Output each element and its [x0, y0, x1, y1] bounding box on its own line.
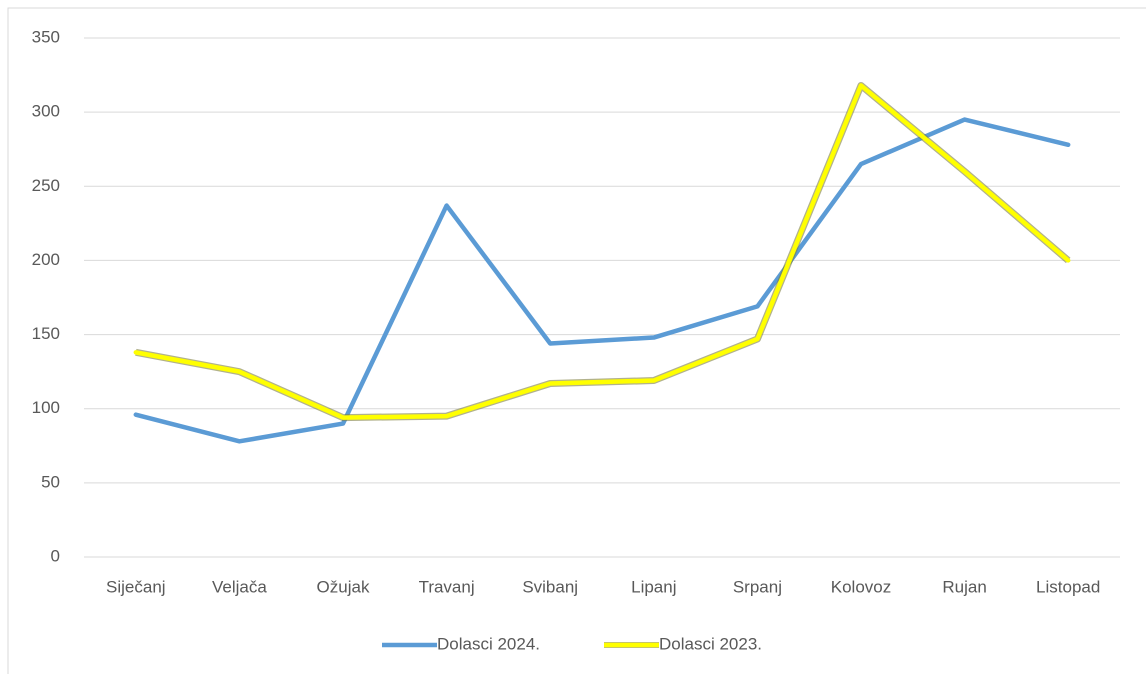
y-tick-label: 100 [32, 398, 60, 417]
series-line [133, 83, 1071, 420]
x-tick-label: Ožujak [317, 577, 370, 596]
x-tick-label: Rujan [942, 577, 986, 596]
legend-label: Dolasci 2023. [659, 634, 762, 653]
x-tick-label: Siječanj [106, 577, 166, 596]
y-tick-label: 0 [51, 546, 60, 565]
x-tick-label: Travanj [419, 577, 475, 596]
x-tick-label: Listopad [1036, 577, 1100, 596]
chart-border [7, 7, 1146, 679]
x-tick-label: Veljača [212, 577, 267, 596]
x-tick-label: Lipanj [631, 577, 676, 596]
y-tick-label: 350 [32, 27, 60, 46]
y-tick-label: 250 [32, 176, 60, 195]
x-tick-label: Svibanj [522, 577, 578, 596]
series-line [133, 117, 1071, 444]
x-tick-label: Kolovoz [831, 577, 891, 596]
legend-label: Dolasci 2024. [437, 634, 540, 653]
x-tick-label: Srpanj [733, 577, 782, 596]
y-tick-label: 150 [32, 324, 60, 343]
y-tick-label: 300 [32, 102, 60, 121]
y-tick-label: 50 [41, 472, 60, 491]
y-tick-label: 200 [32, 250, 60, 269]
